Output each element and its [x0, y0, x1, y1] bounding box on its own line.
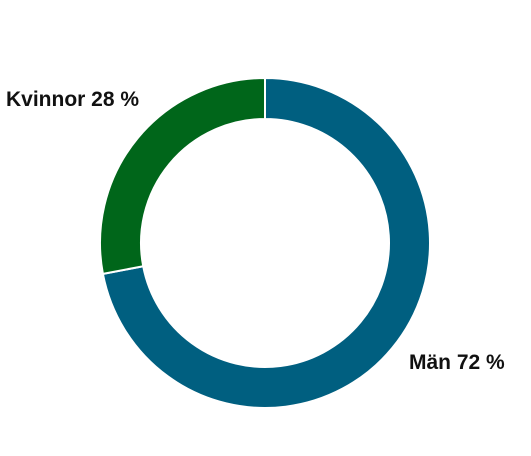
slice-label-man: Män 72 % [409, 351, 505, 374]
slice-label-kvinnor: Kvinnor 28 % [6, 88, 139, 111]
donut-slice-kvinnor [99, 76, 266, 276]
donut-slices [99, 76, 431, 409]
donut-slice-m-n [101, 76, 431, 409]
